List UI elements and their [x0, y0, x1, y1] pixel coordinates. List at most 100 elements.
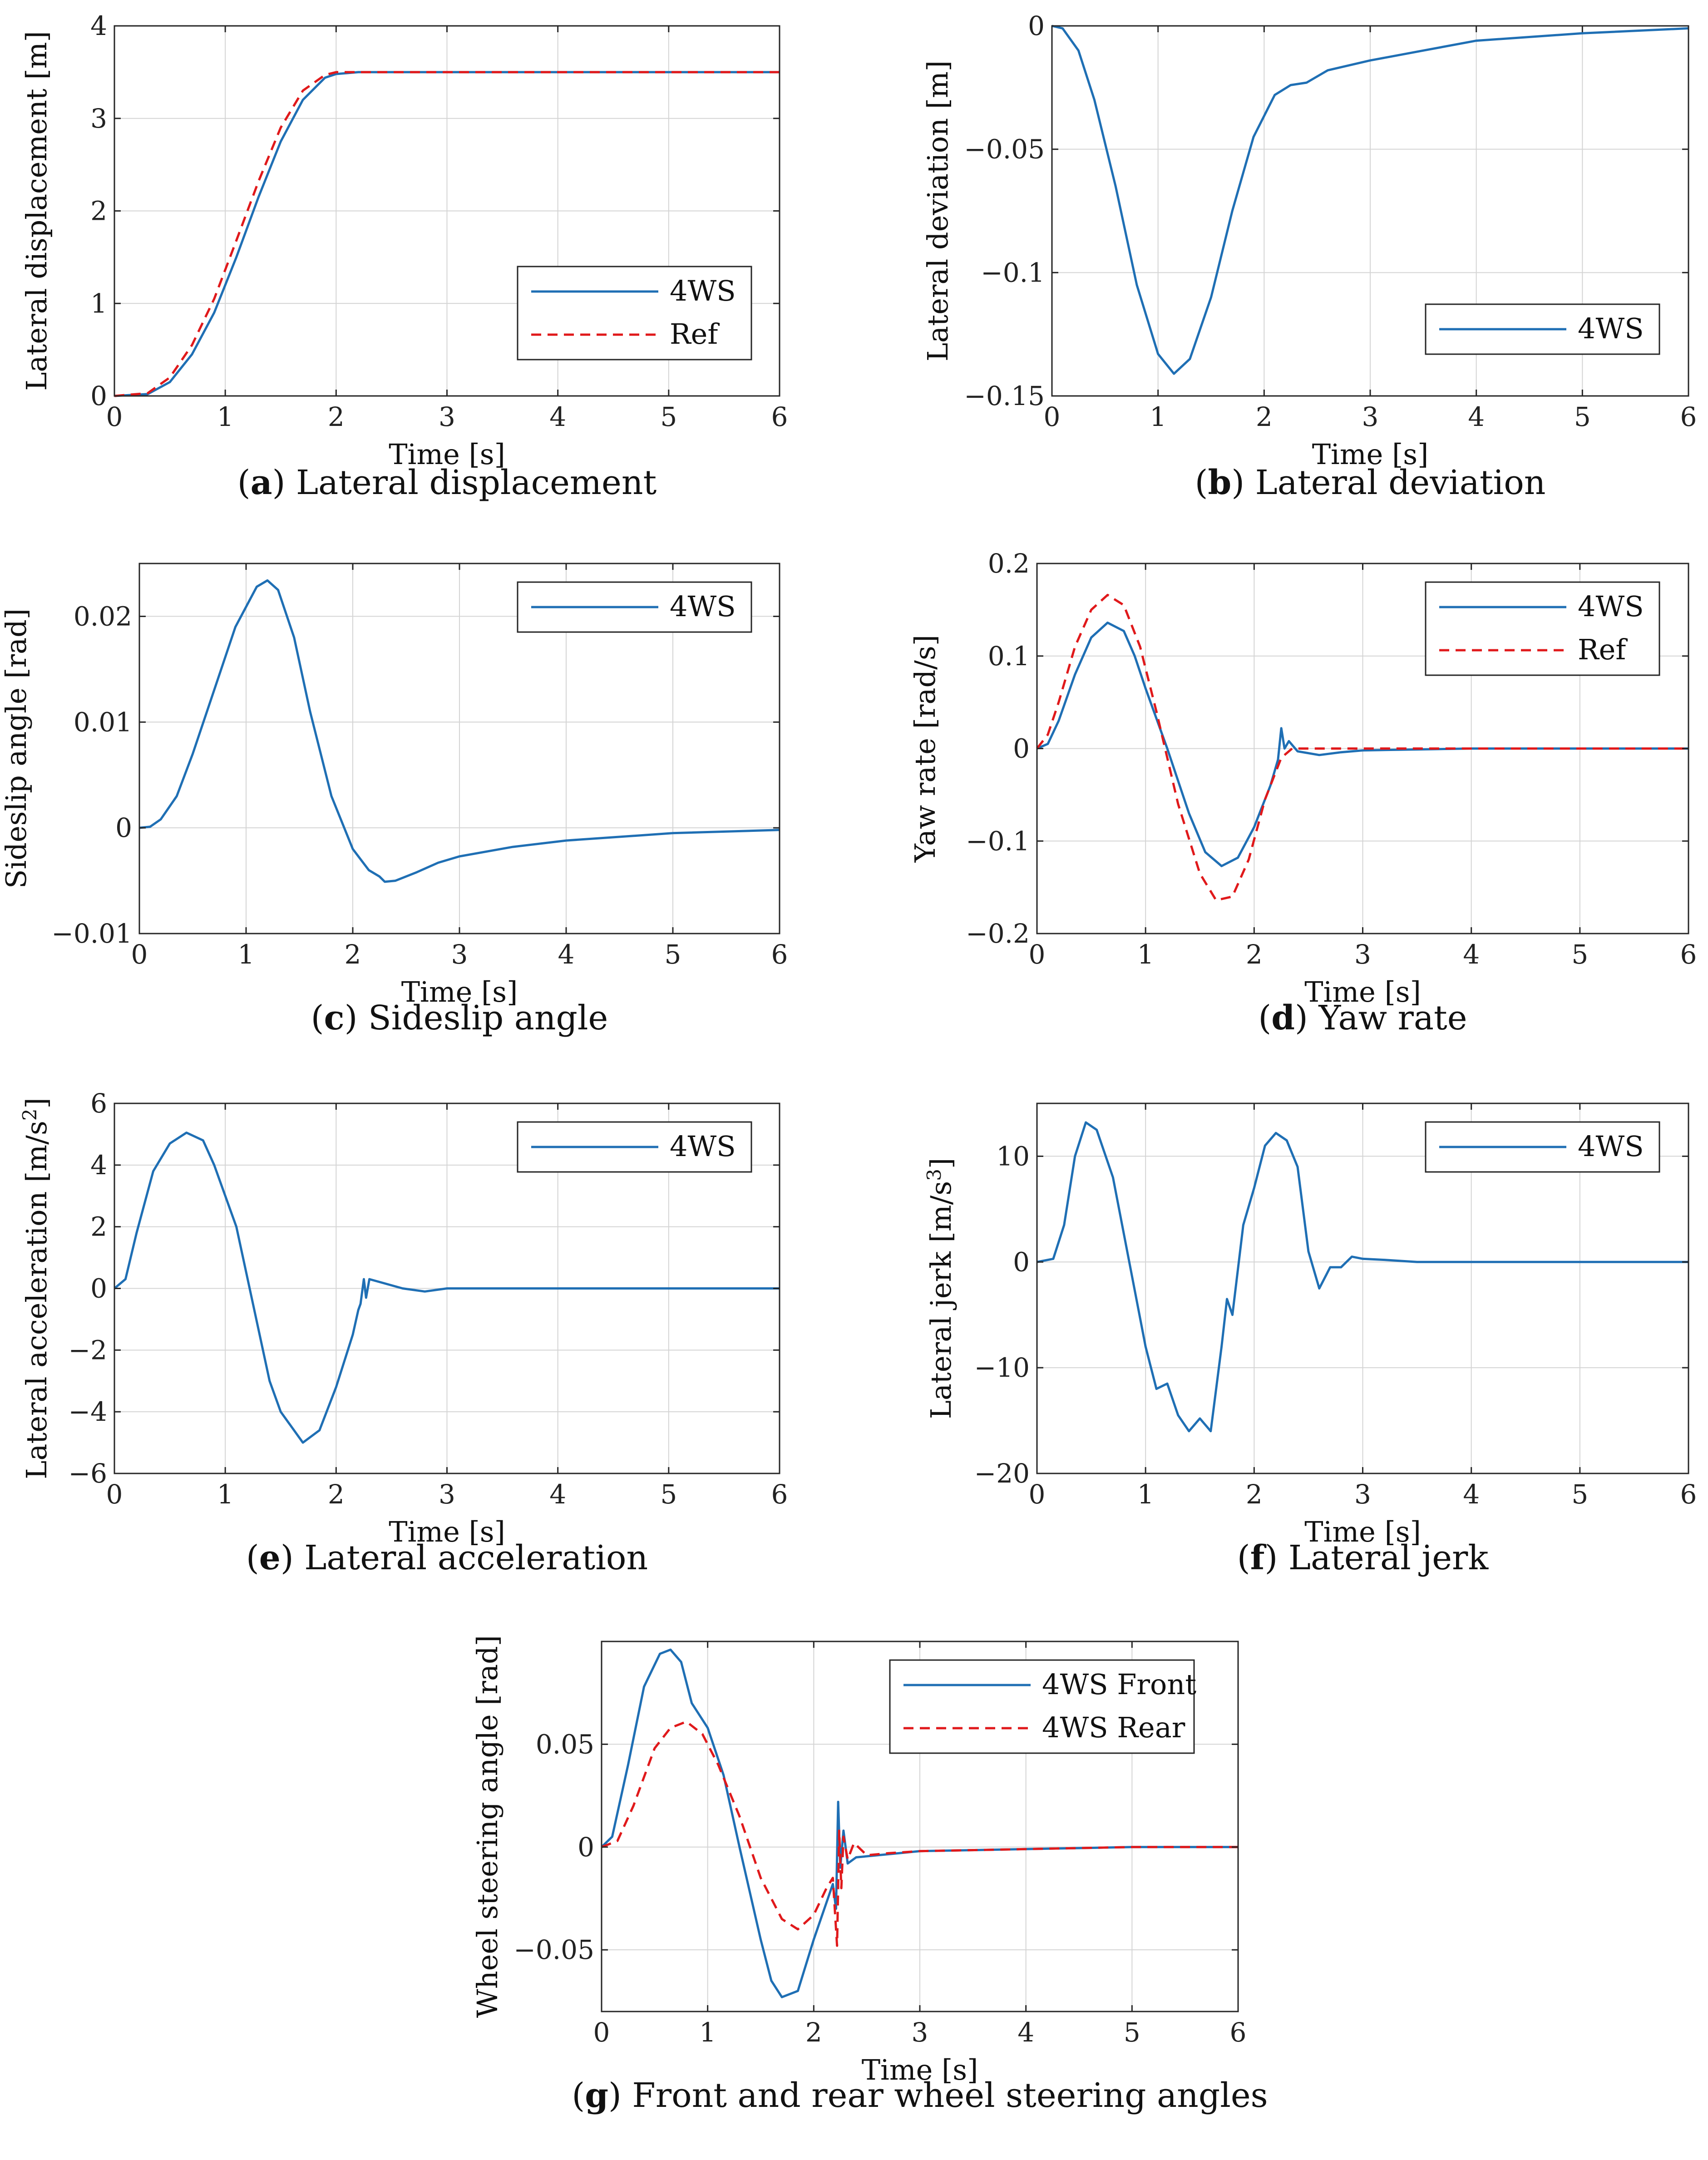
y-tick-label: 0.02: [74, 601, 132, 632]
legend: 4WS Front 4WS Rear: [889, 1659, 1196, 1754]
tick-marks: 0 1 2 3 4 5 6 −6 −4 −2 0 2 4 6: [69, 1088, 788, 1510]
y-axis-label: Wheel steering angle [rad]: [471, 1635, 504, 2018]
x-tick-label: 3: [1354, 1479, 1371, 1510]
panel-caption: (g) Front and rear wheel steering angles: [572, 2076, 1268, 2115]
y-tick-label: 2: [90, 196, 107, 227]
legend: 4WS Ref: [517, 266, 752, 361]
x-tick-label: 4: [549, 1479, 566, 1510]
x-tick-label: 6: [1680, 401, 1697, 432]
y-tick-label: 0: [1013, 733, 1030, 764]
y-axis-label-exponent: 2: [19, 1108, 41, 1121]
x-tick-label: 4: [1468, 401, 1485, 432]
x-tick-label: 6: [1230, 2017, 1247, 2048]
legend-entry-4ws: 4WS: [670, 274, 736, 307]
panel-caption: (a) Lateral displacement: [237, 463, 657, 502]
tick-marks: 0 1 2 3 4 5 6 −0.05 0 0.05: [513, 1641, 1246, 2048]
legend-entry-4ws-rear: 4WS Rear: [1042, 1711, 1185, 1744]
y-tick-label: 0: [115, 812, 132, 843]
legend-box: [889, 1659, 1195, 1754]
panel-lateral-jerk: 0 1 2 3 4 5 6 −20 −10 0 10 Time [s] Lateral jerk […: [923, 1102, 1697, 1577]
x-tick-label: 0: [131, 939, 148, 970]
x-tick-label: 0: [1029, 1479, 1046, 1510]
x-tick-label: 0: [1044, 401, 1061, 432]
legend-box: [1425, 581, 1660, 676]
series-line-4ws: [114, 1132, 780, 1444]
y-axis-label: Lateral jerk [m/s3]: [923, 1158, 958, 1419]
x-tick-label: 0: [106, 401, 123, 432]
x-axis-label: Time [s]: [1304, 1515, 1421, 1548]
x-tick-label: 4: [1463, 939, 1480, 970]
caption-text: Lateral jerk: [1288, 1538, 1489, 1577]
series-lines: [114, 1132, 780, 1444]
y-tick-label: 1: [90, 288, 107, 319]
caption-letter: b: [1208, 463, 1231, 502]
y-tick-label: 6: [90, 1088, 107, 1119]
x-tick-label: 6: [771, 401, 788, 432]
panel-caption: (f) Lateral jerk: [1237, 1538, 1489, 1577]
caption-text: Yaw rate: [1318, 998, 1467, 1038]
tick-marks: 0 1 2 3 4 5 6 −0.15 −0.1 −0.05 0: [964, 10, 1697, 432]
caption-text: Front and rear wheel steering angles: [632, 2076, 1268, 2115]
caption-letter: f: [1250, 1538, 1267, 1577]
panel-yaw-rate: 0 1 2 3 4 5 6 −0.2 −0.1 0 0.1 0.2 Time [s] Yaw rate…: [908, 548, 1697, 1038]
series-line-4ws: [1037, 621, 1688, 867]
x-tick-label: 2: [328, 1479, 345, 1510]
caption-text: Lateral deviation: [1255, 463, 1546, 502]
x-axis-label: Time [s]: [1312, 438, 1429, 471]
y-axis-label-bracket: ]: [924, 1158, 958, 1169]
x-tick-label: 5: [1574, 401, 1591, 432]
x-tick-label: 1: [699, 2017, 716, 2048]
legend: 4WS: [1425, 303, 1660, 355]
panel-caption: (b) Lateral deviation: [1195, 463, 1546, 502]
x-tick-label: 2: [805, 2017, 822, 2048]
series-line-4ws-rear: [601, 1720, 1238, 1947]
tick-marks: 0 1 2 3 4 5 6 0 1 2 3 4: [90, 10, 788, 432]
legend-entry-ref: Ref: [1578, 633, 1628, 666]
y-axis-label: Lateral acceleration [m/s2]: [19, 1097, 53, 1479]
series-lines: [139, 579, 780, 883]
x-tick-label: 0: [106, 1479, 123, 1510]
y-tick-label: 0.1: [988, 641, 1030, 672]
y-tick-label: −6: [69, 1458, 108, 1489]
caption-letter: g: [585, 2076, 608, 2115]
panel-lateral-acceleration: 0 1 2 3 4 5 6 −6 −4 −2 0 2 4 6 Time [s] Lateral accel…: [19, 1088, 788, 1577]
series-line-4ws: [1051, 25, 1689, 375]
x-tick-label: 5: [1571, 1479, 1588, 1510]
x-tick-label: 3: [912, 2017, 928, 2048]
y-axis-label: Yaw rate [rad/s]: [908, 635, 942, 863]
panel-caption: (d) Yaw rate: [1258, 998, 1467, 1038]
caption-text: Sideslip angle: [368, 998, 608, 1038]
legend: 4WS: [517, 1121, 752, 1173]
legend-entry-ref: Ref: [670, 317, 720, 351]
y-axis-label-bracket: ]: [20, 1097, 53, 1108]
series-line-ref: [1036, 593, 1688, 902]
x-tick-label: 4: [549, 401, 566, 432]
series-line-ref: [114, 71, 780, 397]
x-tick-label: 3: [439, 401, 455, 432]
y-axis-label-exponent: 3: [923, 1169, 945, 1181]
x-tick-label: 1: [217, 1479, 234, 1510]
x-tick-label: 6: [1680, 939, 1697, 970]
y-tick-label: −0.2: [966, 918, 1030, 949]
x-tick-label: 3: [439, 1479, 455, 1510]
x-tick-label: 1: [1150, 401, 1166, 432]
y-tick-label: 0: [1028, 10, 1045, 41]
y-tick-label: 0.01: [74, 707, 132, 737]
x-tick-label: 6: [1680, 1479, 1697, 1510]
y-tick-label: 3: [90, 103, 107, 134]
y-tick-label: −0.05: [964, 134, 1045, 165]
series-lines: [1051, 25, 1689, 375]
y-axis-label: Sideslip angle [rad]: [0, 608, 33, 889]
y-axis-label: Lateral deviation [m]: [921, 60, 954, 361]
y-tick-label: 0: [1013, 1246, 1030, 1277]
y-tick-label: −0.05: [513, 1934, 594, 1965]
x-axis-label: Time [s]: [1304, 975, 1421, 1008]
y-tick-label: −4: [69, 1396, 108, 1427]
y-tick-label: 0: [90, 381, 107, 411]
x-tick-label: 1: [1137, 1479, 1154, 1510]
x-tick-label: 1: [238, 939, 255, 970]
x-tick-label: 2: [345, 939, 361, 970]
x-tick-label: 3: [451, 939, 468, 970]
x-tick-label: 2: [1256, 401, 1273, 432]
